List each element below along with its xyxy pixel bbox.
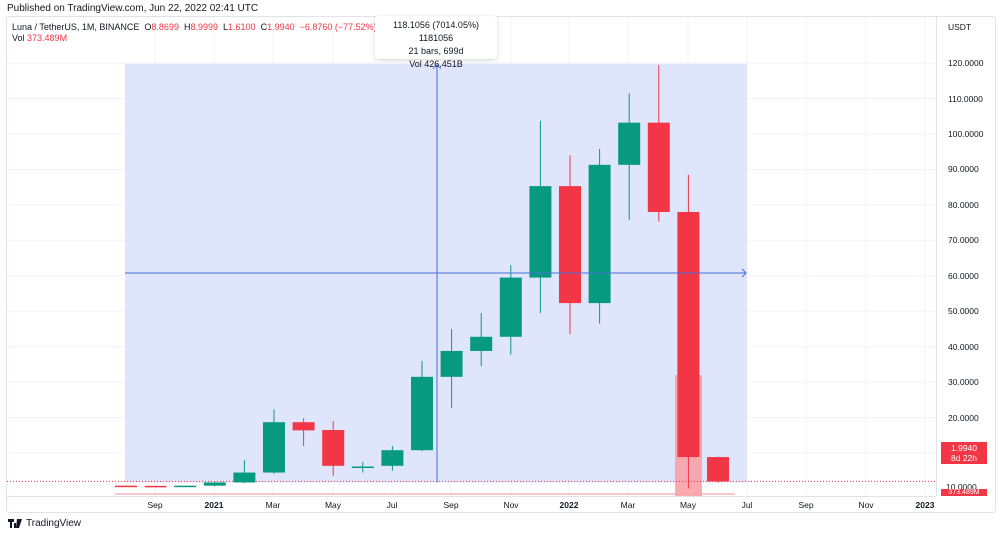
candle-body bbox=[499, 277, 522, 337]
candle-body bbox=[263, 422, 285, 473]
published-caption: Published on TradingView.com, Jun 22, 20… bbox=[7, 3, 259, 14]
time-tick-label: Nov bbox=[858, 500, 874, 510]
volume-badge: 373.489M bbox=[941, 489, 987, 496]
price-tick-label: 100.0000 bbox=[948, 129, 984, 139]
candle-body bbox=[144, 485, 167, 488]
arrow-right-icon bbox=[741, 268, 747, 278]
volume-value: 373.489M bbox=[27, 33, 68, 43]
price-tick-label: 110.0000 bbox=[948, 93, 983, 104]
time-axis[interactable] bbox=[6, 496, 936, 514]
candle-body bbox=[618, 122, 641, 165]
time-tick-label: May bbox=[324, 500, 342, 510]
symbol-title: Luna / TetherUS, 1M, BINANCE bbox=[12, 22, 140, 32]
bar-countdown: 8d 22h bbox=[951, 453, 977, 463]
candle-body bbox=[470, 336, 493, 351]
tradingview-logo-icon bbox=[8, 519, 22, 528]
candle-body bbox=[529, 186, 552, 278]
price-tick-label: 120.0000 bbox=[948, 58, 984, 69]
candle-body bbox=[559, 186, 581, 304]
low-value: 1.6100 bbox=[228, 22, 256, 32]
time-tick-label: Nov bbox=[503, 500, 519, 510]
volume-legend: Vol 373.489M bbox=[12, 33, 68, 43]
price-tick-label: 80.0000 bbox=[948, 199, 979, 210]
candle-body bbox=[351, 466, 374, 469]
price-tick-label: 60.0000 bbox=[948, 270, 979, 281]
measure-volume: Vol 426.451B bbox=[409, 59, 463, 69]
measure-price-change: 118.1056 (7014.05%) 1181056 bbox=[393, 20, 479, 43]
symbol-legend: Luna / TetherUS, 1M, BINANCE O8.8699 H8.… bbox=[12, 22, 377, 32]
brand-name: TradingView bbox=[26, 518, 82, 529]
candle-body bbox=[707, 457, 729, 482]
volume-scale-label: 10.0000 bbox=[946, 482, 977, 492]
candle-body bbox=[322, 430, 345, 466]
price-tick-label: 70.0000 bbox=[948, 235, 979, 246]
time-tick-label: Mar bbox=[265, 500, 281, 510]
candle-body bbox=[647, 122, 670, 212]
price-tick-label: 30.0000 bbox=[948, 377, 979, 388]
time-tick-label: 2021 bbox=[204, 500, 224, 510]
time-tick-label: Sep bbox=[798, 500, 814, 510]
candle-body bbox=[233, 472, 256, 483]
candle-body bbox=[588, 164, 611, 304]
chart-frame bbox=[6, 16, 996, 513]
time-tick-label: Mar bbox=[620, 500, 636, 510]
price-axis[interactable] bbox=[936, 16, 997, 496]
measure-bars: 21 bars, 699d bbox=[408, 46, 464, 56]
change-value: −6.8760 (−77.52%) bbox=[299, 22, 377, 32]
measure-tooltip: 118.1056 (7014.05%) 1181056 21 bars, 699… bbox=[375, 16, 497, 69]
currency-label: USDT bbox=[948, 22, 972, 32]
time-tick-label: Sep bbox=[443, 500, 459, 510]
candle-body bbox=[174, 485, 197, 488]
price-tick-label: 20.0000 bbox=[948, 412, 979, 423]
open-value: 8.8699 bbox=[151, 22, 179, 32]
price-tick-label: 90.0000 bbox=[948, 164, 979, 175]
last-price-badge: 1.9940 8d 22h bbox=[941, 442, 987, 464]
candle-body bbox=[115, 485, 137, 488]
candle-body bbox=[677, 211, 700, 458]
arrow-up-icon bbox=[432, 64, 442, 70]
candle-body bbox=[411, 376, 433, 451]
time-tick-label: 2023 bbox=[915, 500, 935, 510]
time-tick-label: Jul bbox=[386, 500, 398, 510]
time-tick-label: 2022 bbox=[559, 500, 579, 510]
time-tick-label: Jul bbox=[741, 500, 753, 510]
close-value: 1.9940 bbox=[267, 22, 295, 32]
price-tick-label: 50.0000 bbox=[948, 306, 979, 317]
tradingview-footer: TradingView bbox=[8, 518, 81, 529]
candle-body bbox=[440, 350, 463, 377]
high-value: 8.9999 bbox=[190, 22, 218, 32]
price-tick-label: 40.0000 bbox=[948, 341, 979, 352]
time-tick-label: Sep bbox=[147, 500, 163, 510]
candle-body bbox=[292, 422, 315, 431]
candle-body bbox=[203, 482, 226, 486]
candle-body bbox=[381, 450, 404, 466]
time-tick-label: May bbox=[679, 500, 697, 510]
